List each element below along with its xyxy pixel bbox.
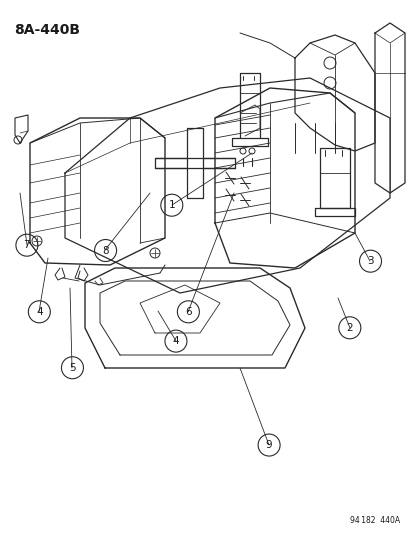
Text: 94 182  440A: 94 182 440A [349, 516, 399, 525]
Text: 6: 6 [185, 307, 191, 317]
Text: 9: 9 [265, 440, 272, 450]
Text: 3: 3 [366, 256, 373, 266]
Text: 8A-440B: 8A-440B [14, 23, 80, 37]
Text: 4: 4 [172, 336, 179, 346]
Text: 1: 1 [168, 200, 175, 210]
Text: 7: 7 [24, 240, 30, 250]
Text: 5: 5 [69, 363, 76, 373]
Text: 2: 2 [346, 323, 352, 333]
Text: 4: 4 [36, 307, 43, 317]
Text: 8: 8 [102, 246, 109, 255]
